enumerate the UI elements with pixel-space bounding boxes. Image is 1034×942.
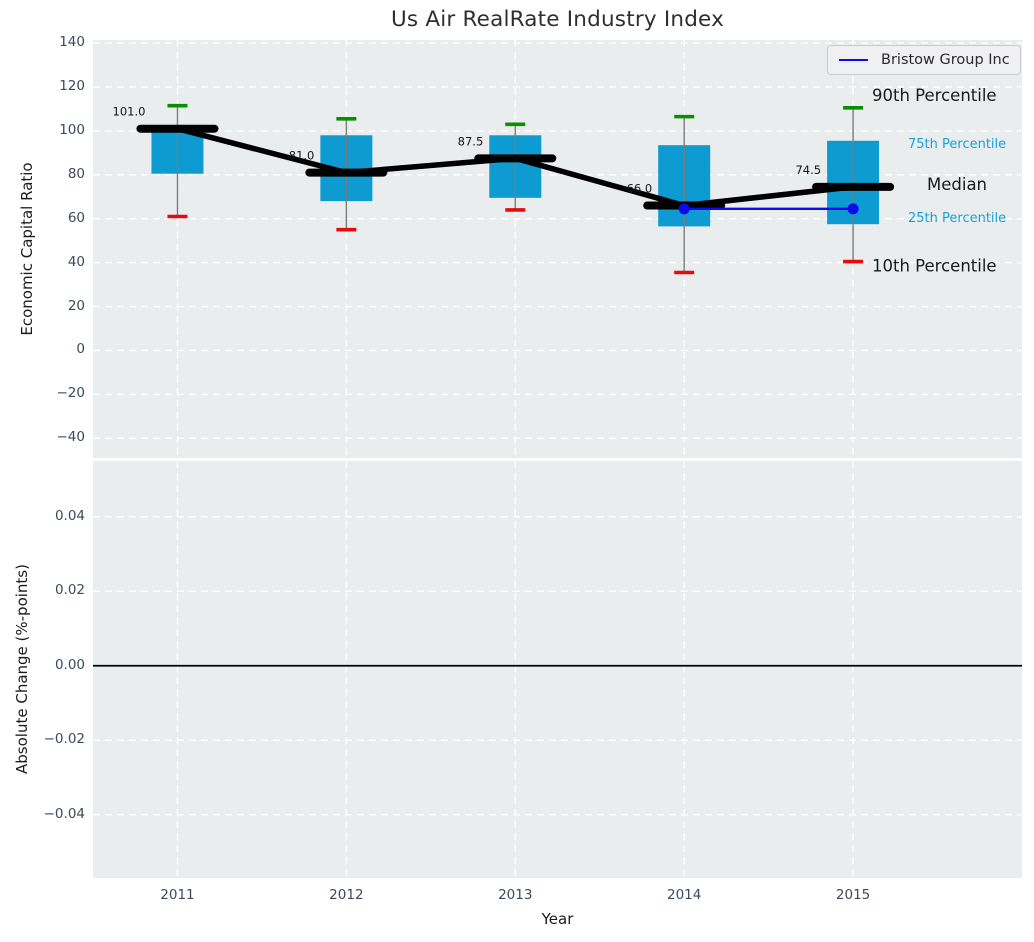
legend-label: Bristow Group Inc [881,52,1010,68]
median-label-2015: 74.5 [795,163,821,177]
ytick-top-20: 20 [67,297,85,314]
xtick-2012: 2012 [329,887,364,903]
ytick-top-100: 100 [59,121,85,138]
annotation-25th-percentile: 25th Percentile [908,211,1006,226]
ytick-top-140: 140 [59,34,85,51]
ytick-bottom-0.00: 0.00 [54,656,85,673]
legend-line-swatch [839,59,868,61]
xtick-2015: 2015 [835,887,871,903]
median-label-2011: 101.0 [113,105,146,119]
ytick-top-−40: −40 [56,429,86,446]
legend: Bristow Group Inc [827,45,1021,75]
annotation-75th-percentile: 75th Percentile [908,137,1006,152]
ytick-top-60: 60 [67,209,85,226]
ytick-top-80: 80 [67,165,85,182]
ytick-top-0: 0 [76,341,85,358]
ytick-bottom-0.04: 0.04 [54,507,85,524]
company-point-2015 [847,203,859,215]
plot-background [93,40,1022,458]
x-axis-label: Year [541,910,574,928]
ytick-top-40: 40 [67,253,85,270]
chart-title: Us Air RealRate Industry Index [390,7,725,32]
plot-background [93,461,1022,878]
ytick-bottom-−0.04: −0.04 [43,805,85,822]
annotation-90th-percentile: 90th Percentile [872,86,997,105]
ytick-top-120: 120 [59,77,85,94]
median-label-2012: 81.0 [289,149,315,163]
annotation-10th-percentile: 10th Percentile [872,257,997,276]
xtick-2014: 2014 [666,887,702,903]
company-point-2014 [678,203,690,215]
ytick-top-−20: −20 [56,385,86,402]
xtick-2011: 2011 [160,887,195,903]
annotation-median: Median [927,175,987,194]
median-label-2013: 87.5 [458,134,484,148]
xtick-2013: 2013 [498,887,533,903]
ytick-bottom-0.02: 0.02 [54,582,85,599]
absolute-change-chart [93,461,1022,878]
median-label-2014: 66.0 [627,182,653,196]
boxplot-chart: 101.0 81.0 87.5 66.0 74.5 90th Percentile 75th… [93,40,1022,458]
ytick-bottom-−0.02: −0.02 [43,731,85,748]
